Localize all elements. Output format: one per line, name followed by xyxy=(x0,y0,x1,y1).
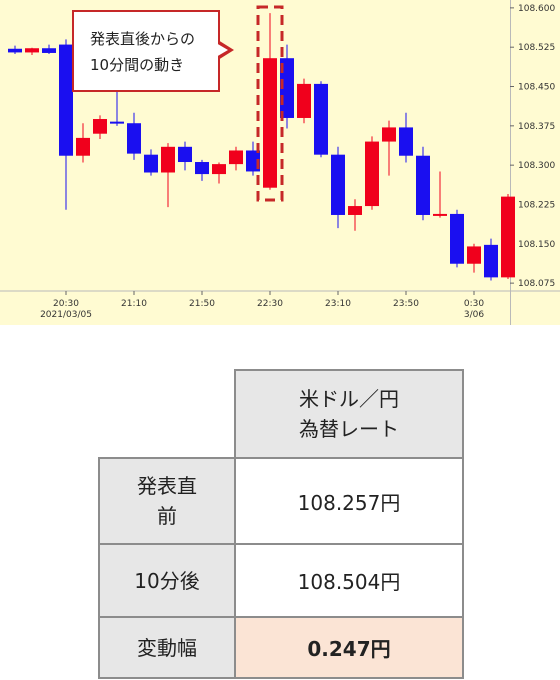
y-tick-label: 108.225 xyxy=(518,200,555,210)
y-tick-label: 108.450 xyxy=(518,83,555,93)
candle-down xyxy=(416,155,430,215)
row-label-after: 10分後 xyxy=(98,543,236,618)
y-tick-label: 108.300 xyxy=(518,161,555,171)
candle-up xyxy=(161,146,175,173)
y-tick-label: 108.075 xyxy=(518,279,555,289)
row-label-change: 変動幅 xyxy=(98,616,236,679)
candle-up xyxy=(212,164,226,175)
x-tick-sublabel: 2021/03/05 xyxy=(40,310,92,320)
highlight-box xyxy=(256,5,284,202)
candle-up xyxy=(25,48,39,53)
row-value-change: 0.247円 xyxy=(234,616,464,679)
candle-up xyxy=(297,83,311,118)
candle-down xyxy=(59,44,73,156)
candle-up xyxy=(433,213,447,216)
callout-pointer-fill xyxy=(216,43,228,57)
x-tick-label: 20:30 xyxy=(53,299,79,309)
row-value-before: 108.257円 xyxy=(234,457,464,545)
candle-down xyxy=(42,48,56,53)
candle-down xyxy=(178,146,192,163)
candle-down xyxy=(399,127,413,156)
x-tick-label: 23:10 xyxy=(325,299,351,309)
annotation-callout: 発表直後からの 10分間の動き xyxy=(72,10,220,92)
x-tick-label: 23:50 xyxy=(393,299,419,309)
x-tick-label: 22:30 xyxy=(257,299,283,309)
table-row: 発表直 前 108.257円 xyxy=(98,457,464,545)
y-tick-label: 108.150 xyxy=(518,240,555,250)
table-row: 変動幅 0.247円 xyxy=(98,616,464,679)
candle-up xyxy=(501,196,515,278)
candle-down xyxy=(144,154,158,173)
x-tick-label: 21:50 xyxy=(189,299,215,309)
candle-up xyxy=(76,137,90,156)
candle-up xyxy=(263,58,277,188)
candle-down xyxy=(127,123,141,154)
candle-up xyxy=(382,127,396,142)
candle-up xyxy=(348,206,362,215)
candle-down xyxy=(314,83,328,155)
table-corner xyxy=(99,370,235,458)
x-tick-label: 0:30 xyxy=(464,299,484,309)
table-row: 10分後 108.504円 xyxy=(98,543,464,618)
callout-text: 発表直後からの 10分間の動き xyxy=(90,30,196,74)
candle-up xyxy=(93,119,107,134)
rate-table: 米ドル／円 為替レート 発表直 前 108.257円 10分後 108.504円… xyxy=(98,369,464,679)
candle-down xyxy=(450,213,464,264)
candle-down xyxy=(195,162,209,175)
candle-up xyxy=(365,141,379,207)
candle-down xyxy=(110,121,124,124)
candle-down xyxy=(8,48,22,53)
y-tick-label: 108.600 xyxy=(518,4,555,14)
x-tick-label: 21:10 xyxy=(121,299,147,309)
candle-up xyxy=(229,150,243,165)
candle-up xyxy=(467,246,481,264)
row-value-after: 108.504円 xyxy=(234,543,464,618)
row-label-before: 発表直 前 xyxy=(98,457,236,545)
y-tick-label: 108.525 xyxy=(518,43,555,53)
table-header-row: 米ドル／円 為替レート xyxy=(99,369,464,459)
candle-down xyxy=(331,154,345,215)
candlestick-chart: 108.600 108.525 108.450 108.375 108.300 108.2… xyxy=(0,0,560,325)
candle-down xyxy=(484,244,498,278)
x-tick-sublabel: 3/06 xyxy=(464,310,484,320)
table-header: 米ドル／円 為替レート xyxy=(234,369,464,459)
y-tick-label: 108.375 xyxy=(518,122,555,132)
